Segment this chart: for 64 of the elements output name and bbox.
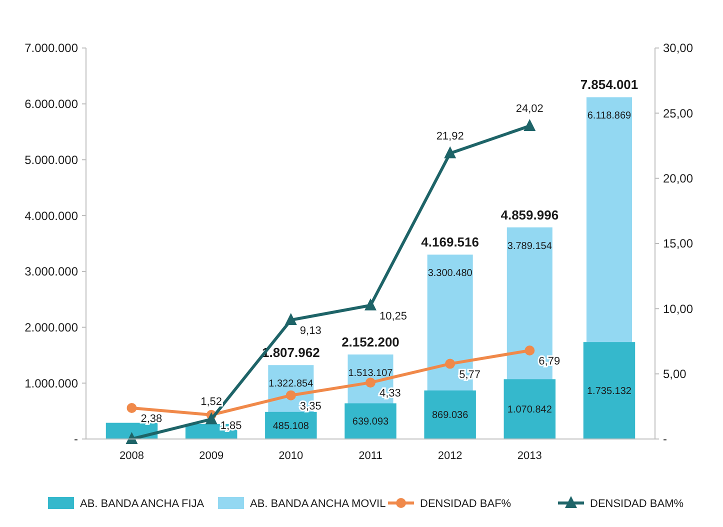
data-label: 24,02 — [516, 102, 544, 115]
y2-tick-label: 5,00 — [663, 367, 687, 382]
data-label: 21,92 — [436, 130, 464, 142]
data-label: 5,77 — [459, 368, 480, 381]
data-label: 10,25 — [380, 310, 408, 322]
data-label: 639.093 — [352, 416, 390, 428]
x-tick-label: 2012 — [438, 450, 462, 462]
data-label: 1.735.132 — [586, 386, 632, 398]
y2-tick-label: 20,00 — [663, 172, 694, 186]
point — [284, 313, 297, 326]
point — [524, 118, 536, 131]
x-tick-label: 2011 — [358, 450, 382, 462]
legend-label: AB. BANDA ANCHA FIJA — [80, 498, 205, 510]
bar — [424, 390, 476, 439]
data-label: 485.108 — [272, 420, 310, 432]
x-tick-label: 2010 — [278, 450, 304, 462]
y2-tick-label: 30,00 — [663, 41, 694, 56]
y-tick-label: 4.000.000 — [24, 208, 78, 223]
bar — [344, 403, 396, 439]
y2-tick-label: 25,00 — [663, 106, 694, 120]
y-tick-label: 6.000.000 — [24, 97, 78, 112]
data-label: 869.036 — [432, 410, 469, 422]
total-label: 4.859.996 — [500, 207, 559, 222]
data-label: 9,13 — [300, 325, 322, 338]
x-tick-label: 2009 — [199, 450, 224, 462]
y-tick-label: 7.000.000 — [24, 41, 78, 56]
x-tick-label: 2008 — [120, 450, 144, 462]
point — [286, 390, 296, 400]
bar — [583, 342, 636, 439]
data-label: 1.513.107 — [348, 368, 394, 379]
data-label: 4,33 — [380, 388, 401, 400]
y-tick-label: 3.000.000 — [24, 264, 78, 279]
y-tick-label: 1.000.000 — [24, 376, 78, 390]
data-label: 6.118.869 — [587, 110, 632, 122]
total-label: 2.152.200 — [342, 334, 400, 350]
legend-label: DENSIDAD BAF% — [420, 498, 512, 510]
point — [366, 378, 376, 388]
data-label: 1,52 — [200, 396, 222, 408]
data-label: 3.789.154 — [507, 240, 552, 252]
data-label: 6,79 — [538, 356, 560, 368]
y-tick-label: - — [74, 432, 78, 446]
legend-label: DENSIDAD BAM% — [590, 498, 684, 510]
x-tick-label: 2013 — [517, 450, 542, 462]
point — [444, 146, 456, 158]
legend-label: AB. BANDA ANCHA MOVIL — [250, 498, 386, 510]
data-label: 2,38 — [140, 412, 162, 425]
data-label: 3.300.480 — [428, 268, 473, 280]
point — [524, 346, 535, 356]
y2-tick-label: 10,00 — [663, 302, 694, 316]
point — [364, 298, 376, 310]
point — [445, 358, 456, 369]
y-tick-label: 2.000.000 — [24, 320, 78, 334]
bar — [504, 379, 556, 439]
data-label: 1.322.854 — [268, 378, 314, 390]
point — [126, 432, 138, 444]
data-label: 1.070.842 — [507, 404, 552, 416]
point — [205, 412, 218, 424]
y2-tick-label: 15,00 — [663, 236, 694, 251]
y-tick-label: 5.000.000 — [24, 152, 78, 167]
total-label: 4.169.516 — [421, 234, 479, 250]
y2-tick-label: - — [663, 432, 667, 446]
point — [126, 402, 137, 413]
data-label: 3,35 — [300, 400, 322, 412]
total-label: 7.854.001 — [580, 77, 638, 92]
